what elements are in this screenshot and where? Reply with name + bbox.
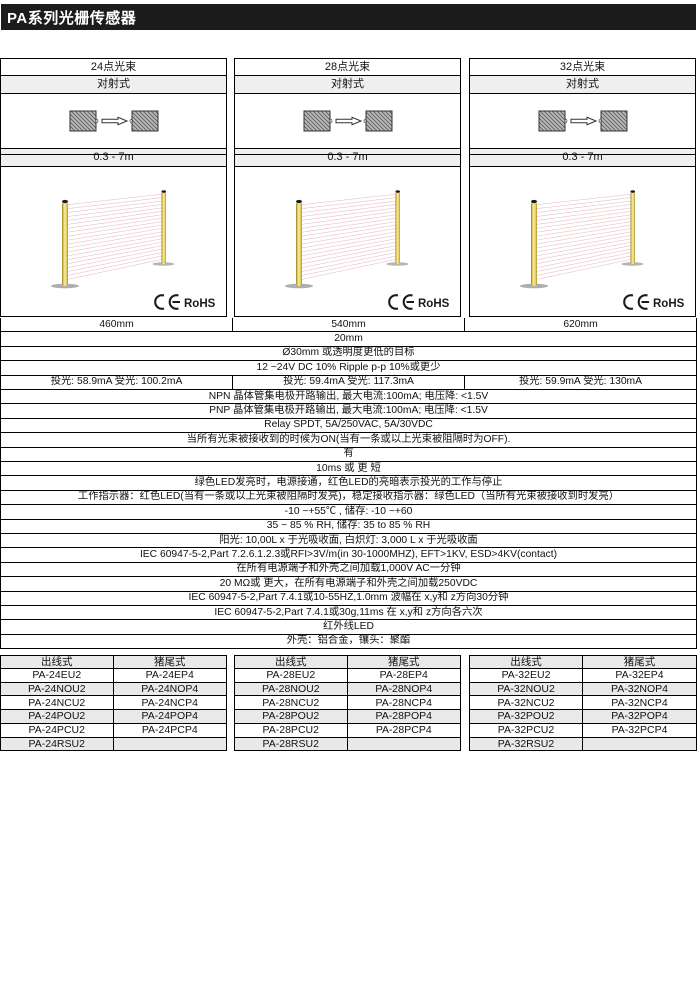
svg-text:RoHS: RoHS (653, 298, 685, 310)
svg-text:RoHS: RoHS (184, 298, 216, 310)
svg-text:RoHS: RoHS (418, 298, 450, 310)
